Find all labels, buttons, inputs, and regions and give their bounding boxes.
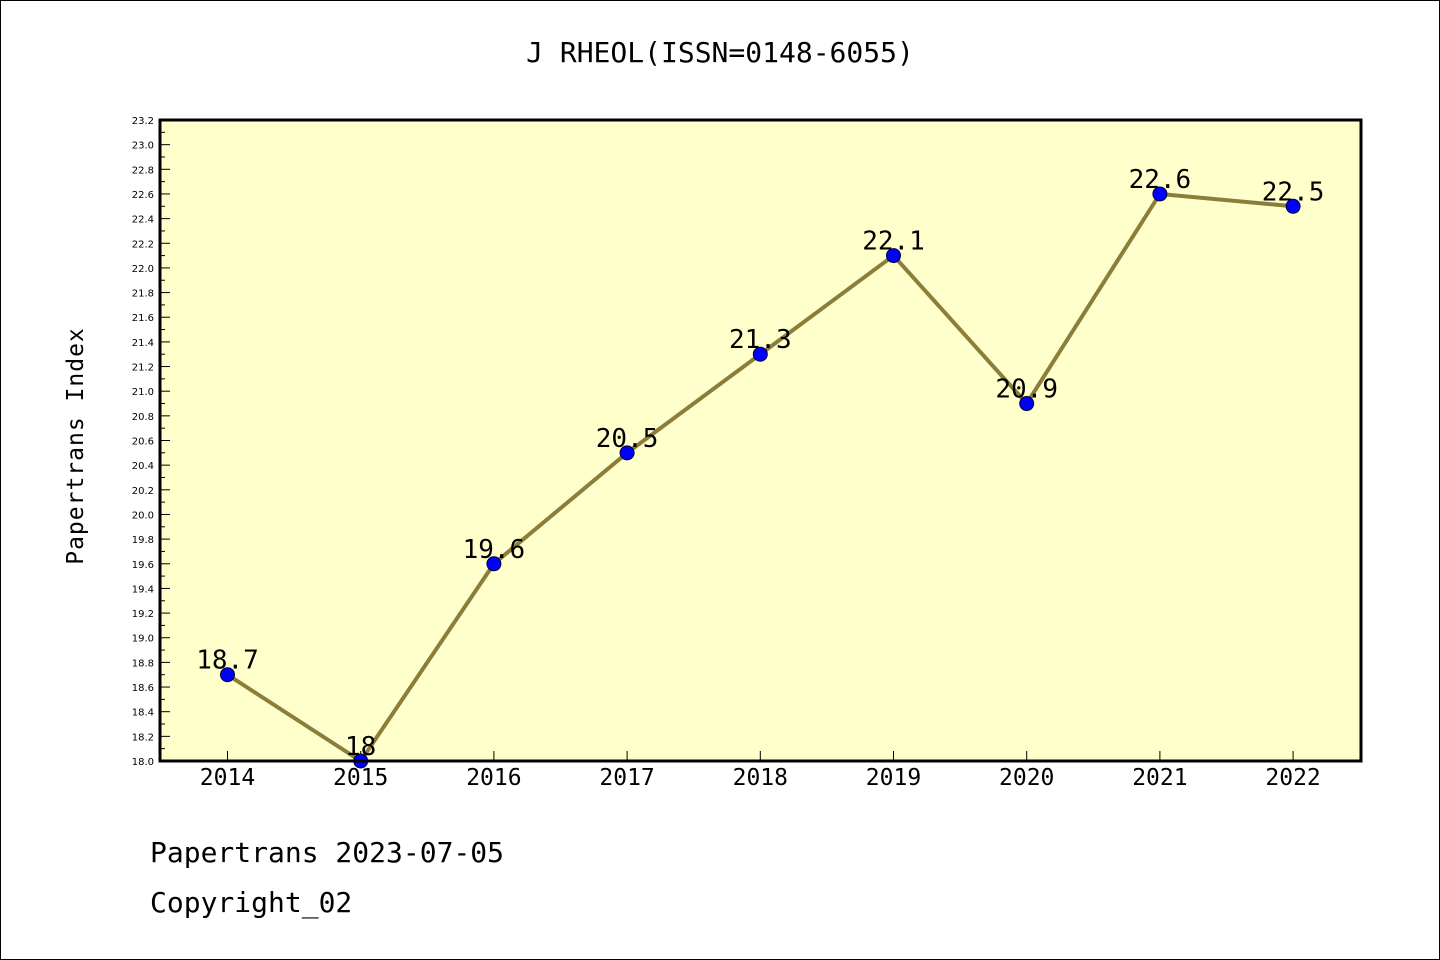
y-tick-label: 19.6: [132, 560, 154, 571]
y-tick-label: 23.2: [132, 116, 154, 127]
y-tick-label: 19.0: [132, 634, 154, 645]
y-tick-label: 19.2: [132, 609, 154, 620]
data-point: [1152, 186, 1168, 202]
chart-title: J RHEOL(ISSN=0148-6055): [526, 36, 914, 69]
y-tick-label: 18.2: [132, 732, 154, 743]
y-tick-label: 22.2: [132, 239, 154, 250]
data-point: [619, 445, 635, 461]
y-tick-label: 20.0: [132, 510, 154, 521]
x-axis-ticks: 2014 2015 2016 2017 2018 2019 2020 2021 2022: [200, 751, 1321, 791]
y-tick-label: 21.4: [132, 338, 154, 349]
data-point: [1285, 198, 1301, 214]
x-tick-label: 2015: [333, 765, 388, 791]
y-tick-label: 18.6: [132, 683, 154, 694]
y-tick-label: 22.6: [132, 190, 154, 201]
data-point: [886, 248, 901, 264]
y-tick-label: 22.8: [132, 165, 154, 176]
y-tick-label: 18.8: [132, 658, 154, 669]
data-point: [1019, 396, 1035, 412]
data-point: [486, 556, 502, 572]
x-tick-label: 2021: [1132, 765, 1187, 791]
data-label: 22.6: [1129, 165, 1192, 195]
y-tick-label: 20.4: [132, 461, 154, 472]
y-tick-label: 23.0: [132, 141, 154, 152]
y-tick-label: 20.8: [132, 412, 154, 423]
data-label: 21.3: [729, 325, 792, 355]
data-label: 20.5: [596, 424, 659, 454]
data-labels: 18.7 18 19.6 20.5 21.3 22.1 20.9 22.6 22.5: [196, 165, 1324, 762]
data-label: 22.5: [1262, 177, 1325, 207]
plot-border: [158, 118, 1363, 763]
x-tick-label: 2016: [466, 765, 521, 791]
x-tick-label: 2014: [200, 765, 255, 791]
y-tick-label: 21.0: [132, 387, 154, 398]
y-tick-label: 18.0: [132, 757, 154, 768]
data-label: 18: [345, 732, 376, 762]
y-tick-label: 21.6: [132, 313, 154, 324]
y-tick-label: 22.0: [132, 264, 154, 275]
x-tick-label: 2022: [1265, 765, 1320, 791]
footer-copyright: Copyright_02: [150, 886, 353, 919]
y-tick-label: 22.4: [132, 215, 154, 226]
x-tick-label: 2017: [599, 765, 654, 791]
y-tick-label: 21.2: [132, 363, 154, 374]
x-tick-label: 2018: [733, 765, 788, 791]
y-tick-label: 20.2: [132, 486, 154, 497]
data-label: 19.6: [463, 535, 526, 565]
data-point: [220, 667, 235, 683]
y-tick-label: 21.8: [132, 289, 154, 300]
y-tick-label: 18.4: [132, 708, 154, 719]
footer-date: Papertrans 2023-07-05: [150, 836, 505, 869]
x-tick-label: 2020: [999, 765, 1054, 791]
data-label: 18.7: [196, 646, 259, 676]
y-tick-label: 20.6: [132, 437, 154, 448]
data-label: 22.1: [862, 227, 925, 257]
x-tick-label: 2019: [866, 765, 921, 791]
y-tick-label: 19.8: [132, 535, 154, 546]
plot-area: [160, 120, 1361, 761]
data-point: [752, 346, 768, 362]
data-label: 20.9: [995, 375, 1058, 405]
y-tick-label: 19.4: [132, 584, 154, 595]
